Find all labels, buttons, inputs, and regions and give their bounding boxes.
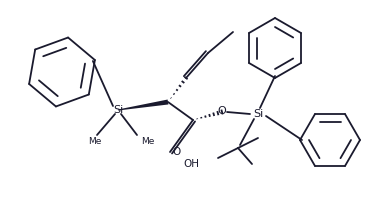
Polygon shape [118,100,169,110]
Text: OH: OH [183,159,199,169]
Text: Me: Me [141,137,154,146]
Text: O: O [217,106,226,116]
Text: Me: Me [88,137,102,146]
Text: O: O [172,147,180,157]
Text: Si: Si [113,105,123,115]
Text: Si: Si [253,109,263,119]
